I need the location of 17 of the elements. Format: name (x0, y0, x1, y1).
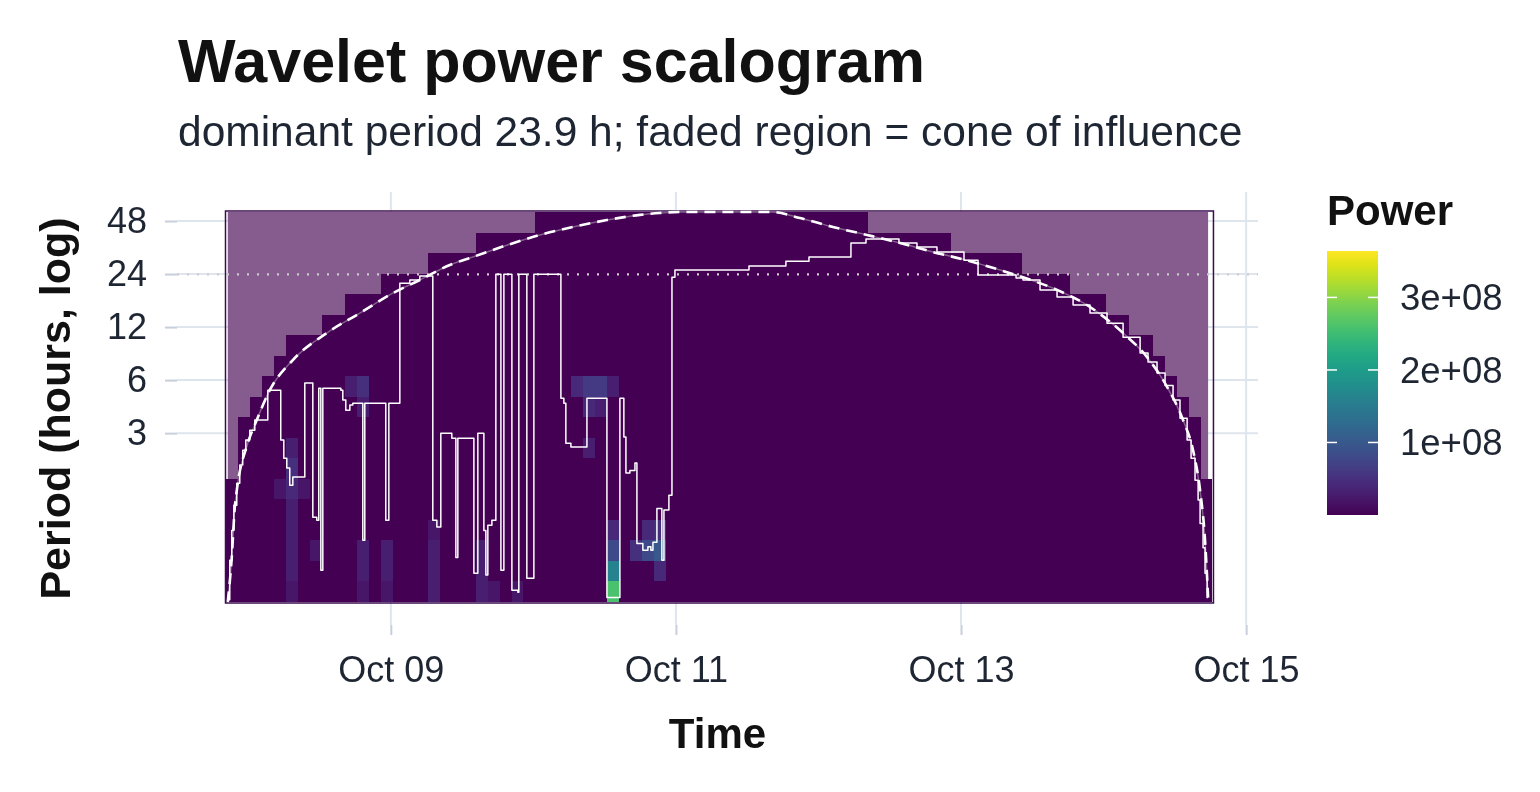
x-tick-label: Oct 15 (1193, 648, 1300, 690)
y-tick-label: 12 (106, 306, 147, 348)
x-tick-label: Oct 11 (624, 648, 729, 690)
color-bar-label: 3e+08 (1400, 277, 1503, 319)
y-tick-label: 24 (106, 253, 147, 295)
y-axis-title: Period (hours, log) (31, 217, 79, 600)
color-bar-title: Power (1327, 187, 1454, 234)
x-axis-title: Time (668, 710, 767, 757)
y-tick-label: 3 (126, 412, 147, 454)
chart-subtitle: dominant period 23.9 h; faded region = cone of influence (178, 108, 1243, 155)
color-bar-label: 1e+08 (1400, 422, 1503, 464)
color-bar-label: 2e+08 (1400, 349, 1503, 391)
y-tick-label: 48 (106, 200, 147, 242)
x-tick-label: Oct 09 (338, 648, 445, 690)
chart-title: Wavelet power scalogram (178, 27, 925, 95)
x-tick-label: Oct 13 (908, 648, 1015, 690)
y-tick-label: 6 (126, 359, 147, 401)
